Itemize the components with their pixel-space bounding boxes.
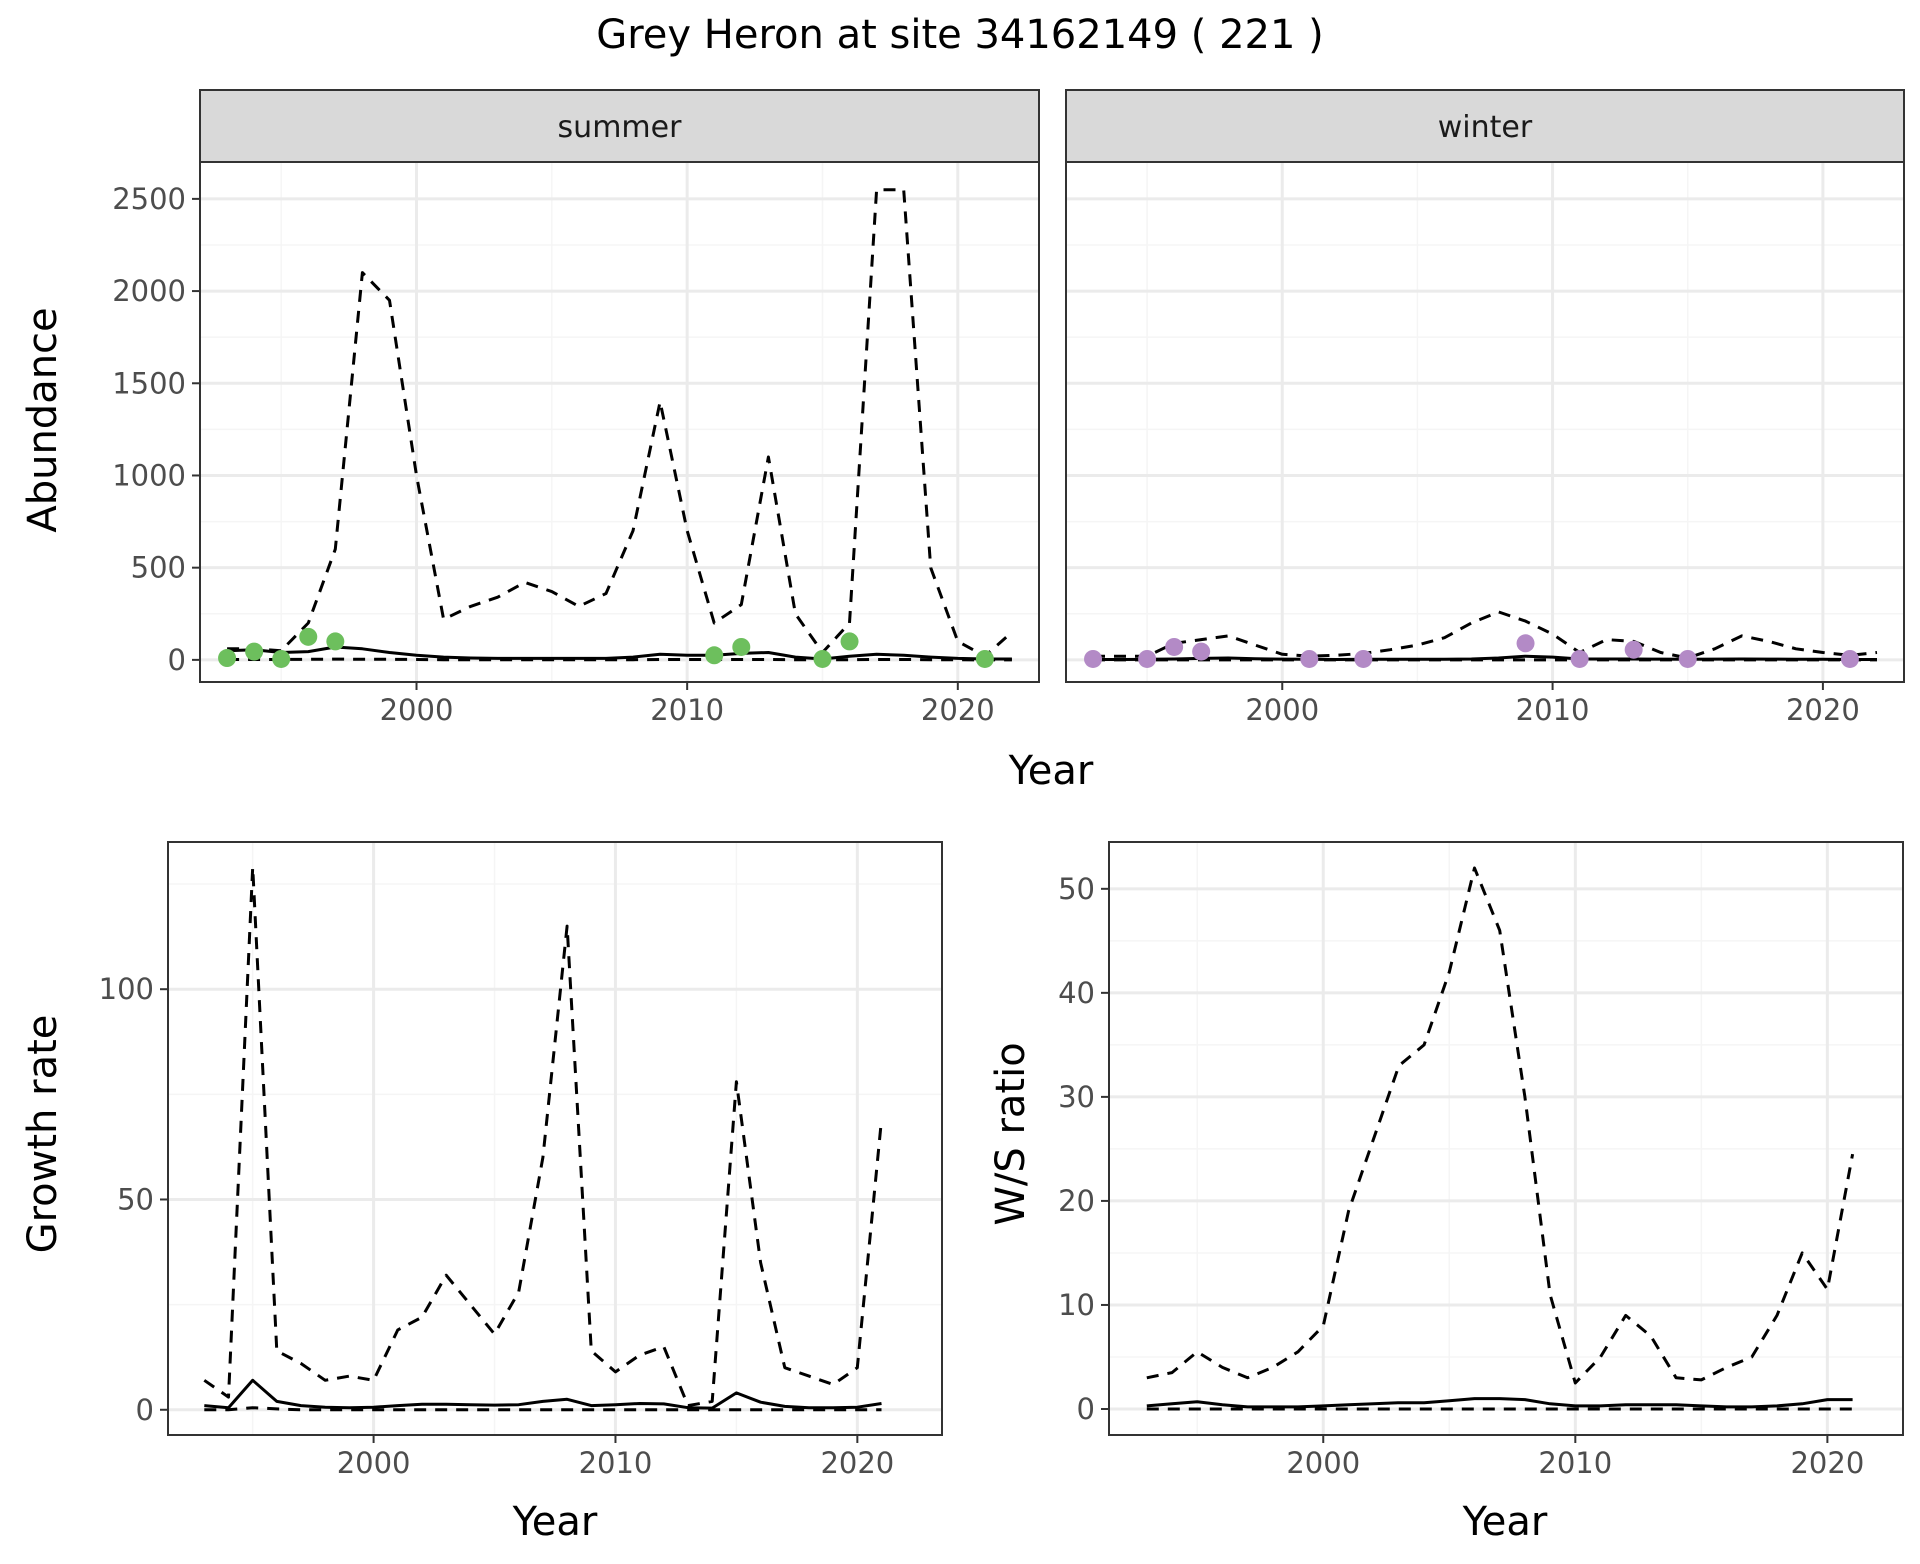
- growth-background: [168, 842, 942, 1435]
- growth-x-tick-label: 2020: [820, 1446, 894, 1480]
- ws-background: [1109, 842, 1903, 1435]
- summer-y-tick-label: 0: [168, 643, 186, 677]
- summer-line-estimate: [227, 645, 1012, 661]
- winter-data-point: [1624, 640, 1643, 659]
- winter-border: [1065, 161, 1905, 683]
- summer-plot-area: 2000 2010 2020 0 500 1000 1500 2000 2500: [112, 161, 1040, 727]
- winter-line-upper: [1093, 610, 1878, 660]
- summer-x-tick-label: 2010: [650, 693, 724, 727]
- winter-data-point: [1165, 637, 1184, 656]
- winter-data-point: [1192, 642, 1211, 661]
- summer-y-tick-label: 2000: [112, 274, 186, 308]
- ws-y-tick-label: 50: [1058, 872, 1095, 906]
- ws-line-estimate: [1146, 1397, 1853, 1409]
- strip-summer: [199, 89, 1040, 163]
- growth-xlabel: Year: [512, 1499, 598, 1545]
- growth-y-tick-label: 100: [99, 972, 154, 1006]
- winter-data-point: [1084, 649, 1103, 668]
- abundance-xlabel: Year: [1008, 748, 1094, 794]
- summer-data-point: [975, 649, 994, 668]
- growth-x-tick-label: 2000: [337, 1446, 411, 1480]
- ws-y-tick-label: 20: [1058, 1184, 1095, 1218]
- growth-x-tick-label: 2010: [579, 1446, 653, 1480]
- ws-y-tick-label: 0: [1077, 1392, 1095, 1426]
- summer-data-point: [299, 627, 318, 646]
- growth-ylabel: Growth rate: [20, 1015, 66, 1254]
- growth-line-upper: [203, 865, 883, 1408]
- summer-data-point: [705, 646, 724, 665]
- ws-line-upper: [1146, 866, 1855, 1385]
- summer-data-point: [272, 649, 291, 668]
- summer-y-tick-label: 500: [131, 551, 186, 585]
- winter-x-tick-label: 2020: [1786, 693, 1860, 727]
- ws-y-tick-label: 30: [1058, 1080, 1095, 1114]
- winter-data-point: [1840, 649, 1859, 668]
- ws-xlabel: Year: [1462, 1499, 1548, 1545]
- summer-data-point: [326, 632, 345, 651]
- winter-data-point: [1516, 634, 1535, 653]
- growth-line-lower: [204, 1406, 882, 1412]
- abundance-ylabel: Abundance: [20, 307, 66, 532]
- abundance-winter-panel: winter 2000 2010 2020: [1065, 89, 1905, 727]
- summer-background: [200, 162, 1039, 682]
- summer-data-point: [245, 642, 264, 661]
- abundance-summer-panel: summer 2000 2010 2020 0 500 1000 1500 2000 2500: [112, 89, 1040, 727]
- ws-border: [1108, 841, 1904, 1436]
- summer-x-tick-label: 2000: [380, 693, 454, 727]
- growth-line-estimate: [204, 1378, 882, 1410]
- summer-x-tick-label: 2020: [921, 693, 995, 727]
- winter-data-point: [1570, 649, 1589, 668]
- growth-plot-area: 2000 2010 2020 0 50 100: [99, 841, 943, 1480]
- winter-background: [1066, 162, 1904, 682]
- growth-border: [167, 841, 943, 1436]
- winter-data-point: [1300, 649, 1319, 668]
- summer-data-point: [813, 649, 832, 668]
- summer-line-upper: [227, 188, 1013, 658]
- summer-data-point: [218, 649, 237, 668]
- ws-plot-area: 2000 2010 2020 0 10 20 30 40 50: [1058, 841, 1904, 1480]
- ws-x-tick-label: 2000: [1286, 1446, 1360, 1480]
- winter-data-point: [1354, 649, 1373, 668]
- growth-y-tick-label: 50: [117, 1182, 154, 1216]
- summer-y-tick-label: 1500: [112, 366, 186, 400]
- ws-y-tick-label: 40: [1058, 976, 1095, 1010]
- winter-x-tick-label: 2010: [1516, 693, 1590, 727]
- strip-winter-label: winter: [1438, 110, 1533, 145]
- ws-y-tick-label: 10: [1058, 1288, 1095, 1322]
- strip-summer-label: summer: [558, 110, 683, 145]
- summer-y-tick-label: 2500: [112, 182, 186, 216]
- summer-data-point: [732, 637, 751, 656]
- ws-x-tick-label: 2010: [1538, 1446, 1612, 1480]
- winter-data-point: [1138, 649, 1157, 668]
- ws-x-tick-label: 2020: [1790, 1446, 1864, 1480]
- summer-line-lower: [227, 657, 1012, 662]
- ws-ylabel: W/S ratio: [988, 1042, 1034, 1225]
- winter-x-tick-label: 2000: [1245, 693, 1319, 727]
- summer-border: [199, 161, 1040, 683]
- winter-data-point: [1678, 649, 1697, 668]
- summer-y-tick-label: 1000: [112, 458, 186, 492]
- figure-title: Grey Heron at site 34162149 ( 221 ): [596, 12, 1324, 58]
- growth-y-tick-label: 0: [136, 1393, 154, 1427]
- summer-data-point: [840, 632, 859, 651]
- winter-plot-area: 2000 2010 2020: [1065, 161, 1905, 727]
